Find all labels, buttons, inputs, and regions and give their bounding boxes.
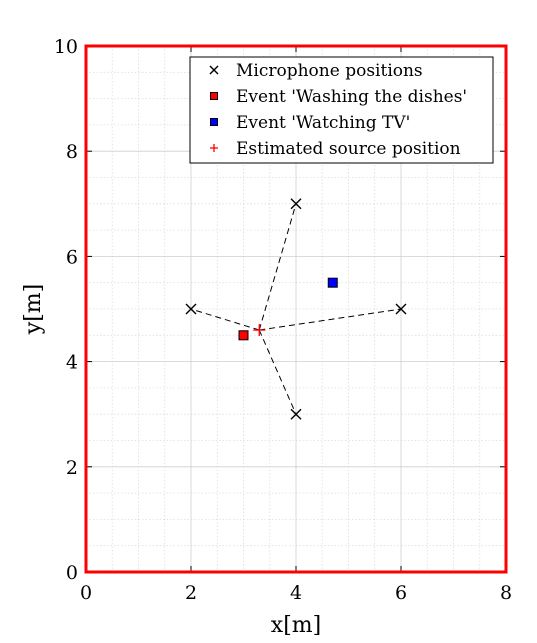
x-tick-label: 4 — [290, 582, 302, 604]
microphone-marker — [290, 198, 302, 210]
marker-stroke — [395, 303, 407, 315]
estimated-source-marker — [253, 324, 266, 337]
x-tick-label: 0 — [80, 582, 92, 604]
dashed-line — [190, 308, 260, 331]
dashed-line — [258, 329, 297, 415]
marker-stroke — [209, 65, 219, 75]
y-tick-label: 10 — [54, 36, 78, 58]
legend: Microphone positions Event 'Washing the d… — [189, 56, 494, 164]
y-tick-label: 2 — [66, 457, 78, 479]
legend-marker — [210, 92, 218, 100]
y-tick-label: 0 — [66, 562, 78, 584]
x-tick-label: 2 — [185, 582, 197, 604]
x-tick-label: 8 — [500, 582, 512, 604]
microphone-marker — [185, 303, 197, 315]
microphone-marker — [395, 303, 407, 315]
y-tick-label: 4 — [66, 352, 78, 374]
legend-entry-label: Event 'Watching TV' — [236, 113, 410, 133]
data-markers — [185, 198, 407, 420]
marker-stroke — [185, 303, 197, 315]
legend-entry-label: Microphone positions — [236, 61, 423, 81]
y-tick-label: 6 — [66, 246, 78, 268]
microphone-marker — [290, 408, 302, 420]
marker-stroke — [290, 198, 302, 210]
dashed-line — [259, 308, 402, 331]
y-tick-label: 8 — [66, 141, 78, 163]
event-marker — [327, 277, 338, 288]
event-marker — [238, 330, 249, 341]
marker-stroke — [290, 408, 302, 420]
x-tick-label: 6 — [395, 582, 407, 604]
legend-entry-label: Event 'Washing the dishes' — [236, 87, 467, 107]
legend-marker — [209, 65, 219, 75]
plot-frame — [84, 44, 508, 574]
legend-marker — [210, 118, 218, 126]
x-axis-label: x[m] — [271, 613, 321, 638]
legend-box — [189, 56, 494, 164]
dashed-connection-lines — [190, 203, 402, 415]
legend-entry-label: Estimated source position — [236, 139, 461, 159]
tick-labels: 0 2 4 6 8 0 2 4 6 8 10 — [54, 36, 512, 604]
legend-marker — [210, 144, 218, 152]
y-axis-label: y[m] — [21, 284, 46, 335]
dashed-line — [258, 203, 297, 331]
